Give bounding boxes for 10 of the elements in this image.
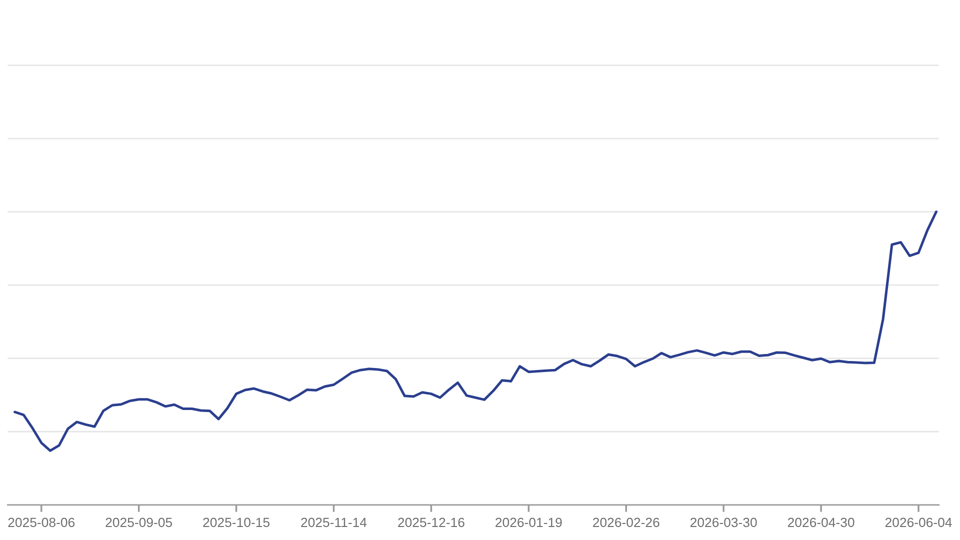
x-tick-label: 2025-11-14 — [301, 518, 367, 528]
x-tick-label: 2025-08-06 — [8, 518, 75, 528]
x-tick-label: 2025-09-05 — [106, 518, 172, 528]
x-tick-label: 2025-10-15 — [203, 518, 270, 528]
x-tick-label: 2026-03-30 — [690, 518, 757, 528]
x-tick-label: 2026-04-30 — [788, 518, 854, 528]
x-tick-label: 2026-01-19 — [496, 518, 562, 528]
x-tick-label: 2025-12-16 — [398, 518, 464, 528]
x-tick-label: 2026-06-04 — [885, 518, 952, 528]
x-tick-label: 2026-02-26 — [593, 518, 660, 528]
